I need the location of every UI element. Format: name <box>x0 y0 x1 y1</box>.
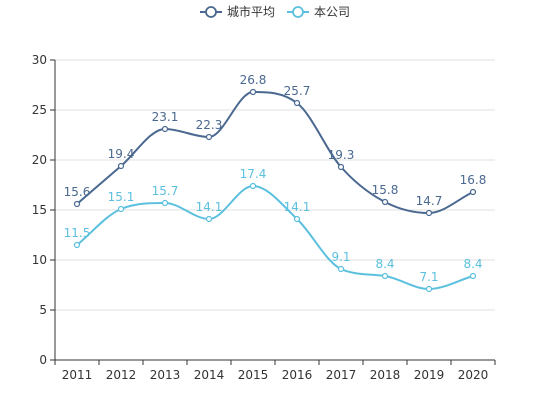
data-point <box>381 272 389 280</box>
data-label: 8.4 <box>375 257 394 271</box>
data-label: 15.7 <box>152 184 179 198</box>
y-axis: 0 5 10 15 20 25 30 <box>32 53 56 367</box>
series-line <box>76 184 474 291</box>
x-tick-label: 2020 <box>458 368 489 382</box>
x-tick-label: 2018 <box>370 368 401 382</box>
data-point <box>425 285 433 293</box>
legend-item: 本公司 <box>287 5 350 19</box>
y-tick-label: 25 <box>32 103 47 117</box>
data-label: 14.7 <box>416 194 443 208</box>
y-tick-label: 5 <box>39 303 47 317</box>
data-point <box>469 188 477 196</box>
data-point <box>425 209 433 217</box>
x-tick-label: 2013 <box>150 368 181 382</box>
legend-label: 本公司 <box>314 5 350 19</box>
data-label: 8.4 <box>463 257 482 271</box>
data-label: 7.1 <box>419 270 438 284</box>
data-point <box>249 182 257 190</box>
data-label: 15.1 <box>108 190 135 204</box>
legend: 城市平均 本公司 <box>200 4 350 19</box>
data-label: 14.1 <box>284 200 311 214</box>
x-tick-label: 2017 <box>326 368 357 382</box>
data-point <box>73 241 81 249</box>
series-1: 15.6 19.4 23.1 22.3 26.8 25.7 19.3 15.8 14.7 16.8 <box>64 73 487 217</box>
x-tick-label: 2016 <box>282 368 313 382</box>
y-tick-label: 0 <box>39 353 47 367</box>
data-point <box>161 199 169 207</box>
x-axis: 2011 2012 2013 2014 2015 2016 2017 2018 2019 2020 <box>54 359 496 382</box>
y-tick-label: 30 <box>32 53 47 67</box>
x-tick-label: 2019 <box>414 368 445 382</box>
data-label: 11.5 <box>64 226 91 240</box>
series-line <box>76 90 474 215</box>
data-label: 17.4 <box>240 167 267 181</box>
legend-marker <box>292 6 304 18</box>
data-label: 23.1 <box>152 110 179 124</box>
x-tick-label: 2014 <box>194 368 225 382</box>
data-point <box>293 99 301 107</box>
data-label: 14.1 <box>196 200 223 214</box>
data-point <box>381 198 389 206</box>
legend-label: 城市平均 <box>227 4 275 19</box>
data-label: 22.3 <box>196 118 223 132</box>
data-point <box>161 125 169 133</box>
data-point <box>337 163 345 171</box>
data-point <box>249 88 257 96</box>
data-point <box>117 162 125 170</box>
y-tick-label: 20 <box>32 153 47 167</box>
data-label: 16.8 <box>460 173 487 187</box>
data-point <box>205 215 213 223</box>
y-tick-label: 15 <box>32 203 47 217</box>
data-point <box>205 133 213 141</box>
legend-marker <box>205 6 217 18</box>
legend-item: 城市平均 <box>200 4 275 19</box>
data-label: 15.6 <box>64 185 91 199</box>
data-point <box>117 205 125 213</box>
series-2: 11.5 15.1 15.7 14.1 17.4 14.1 9.1 8.4 7.1 8.4 <box>64 167 483 293</box>
data-label: 19.3 <box>328 148 355 162</box>
series-group: 15.6 19.4 23.1 22.3 26.8 25.7 19.3 15.8 14.7 16.8… <box>64 73 487 293</box>
data-point <box>73 200 81 208</box>
x-tick-label: 2011 <box>62 368 93 382</box>
x-tick-label: 2012 <box>106 368 137 382</box>
data-label: 26.8 <box>240 73 267 87</box>
data-label: 25.7 <box>284 84 311 98</box>
x-tick-label: 2015 <box>238 368 269 382</box>
data-label: 15.8 <box>372 183 399 197</box>
data-point <box>337 265 345 273</box>
data-point <box>469 272 477 280</box>
data-label: 19.4 <box>108 147 135 161</box>
y-tick-label: 10 <box>32 253 47 267</box>
data-point <box>293 215 301 223</box>
data-label: 9.1 <box>331 250 350 264</box>
